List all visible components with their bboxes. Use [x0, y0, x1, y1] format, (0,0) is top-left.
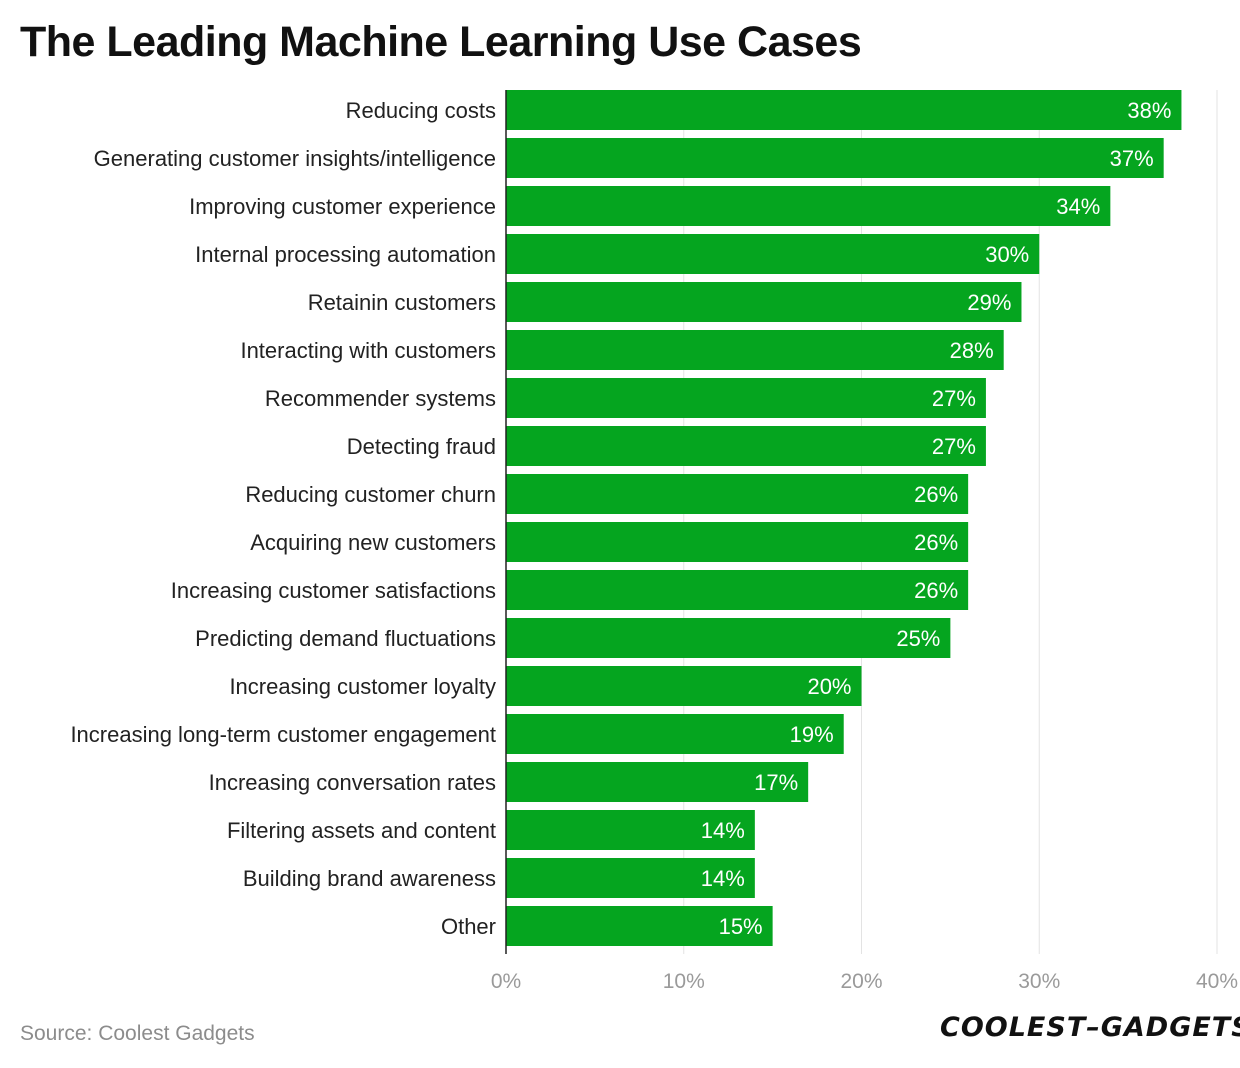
bar [506, 234, 1040, 274]
value-label: 28% [950, 338, 994, 363]
bar [506, 378, 986, 418]
bar [506, 666, 862, 706]
x-tick-label: 0% [491, 970, 521, 993]
bar [506, 810, 755, 850]
value-label: 38% [1127, 98, 1171, 123]
category-label: Building brand awareness [243, 866, 496, 891]
value-label: 29% [967, 290, 1011, 315]
category-label: Increasing conversation rates [209, 770, 496, 795]
bar [506, 474, 969, 514]
value-label: 14% [701, 866, 745, 891]
category-label: Detecting fraud [347, 434, 496, 459]
value-label: 19% [790, 722, 834, 747]
bar [506, 426, 986, 466]
value-label: 37% [1110, 146, 1154, 171]
brand-logo: COOLEST–GADGETS [940, 1012, 1240, 1043]
bar [506, 186, 1111, 226]
category-label: Acquiring new customers [250, 530, 496, 555]
category-label: Recommender systems [265, 386, 496, 411]
value-label: 14% [701, 818, 745, 843]
value-label: 26% [914, 530, 958, 555]
bar [506, 762, 809, 802]
value-label: 27% [932, 434, 976, 459]
value-label: 27% [932, 386, 976, 411]
bar [506, 714, 844, 754]
bar [506, 330, 1004, 370]
value-label: 26% [914, 482, 958, 507]
value-label: 15% [719, 914, 763, 939]
x-tick-label: 40% [1196, 970, 1238, 993]
chart-title: The Leading Machine Learning Use Cases [20, 18, 862, 66]
bar [506, 906, 773, 946]
bar [506, 618, 951, 658]
category-label: Other [441, 914, 496, 939]
value-label: 25% [896, 626, 940, 651]
x-tick-label: 10% [663, 970, 705, 993]
bar [506, 570, 969, 610]
category-label: Increasing customer satisfactions [171, 578, 496, 603]
category-label: Improving customer experience [189, 194, 496, 219]
value-label: 26% [914, 578, 958, 603]
bar [506, 90, 1182, 130]
bar [506, 282, 1022, 322]
value-label: 34% [1056, 194, 1100, 219]
category-label: Retainin customers [308, 290, 496, 315]
x-tick-label: 30% [1018, 970, 1060, 993]
source-note: Source: Coolest Gadgets [20, 1022, 255, 1045]
bar [506, 858, 755, 898]
category-label: Increasing long-term customer engagement [70, 722, 496, 747]
x-tick-label: 20% [840, 970, 882, 993]
category-label: Predicting demand fluctuations [195, 626, 496, 651]
value-label: 30% [985, 242, 1029, 267]
bar [506, 138, 1164, 178]
category-label: Interacting with customers [240, 338, 496, 363]
bar-chart: 0% 10% 20% 30% 40% Reducing costs 38% Generatin… [70, 90, 1238, 993]
category-label: Reducing costs [346, 98, 496, 123]
category-label: Reducing customer churn [245, 482, 496, 507]
category-label: Filtering assets and content [227, 818, 496, 843]
category-label: Increasing customer loyalty [229, 674, 496, 699]
value-label: 20% [807, 674, 851, 699]
bar [506, 522, 969, 562]
value-label: 17% [754, 770, 798, 795]
category-label: Internal processing automation [195, 242, 496, 267]
category-label: Generating customer insights/intelligenc… [94, 146, 496, 171]
